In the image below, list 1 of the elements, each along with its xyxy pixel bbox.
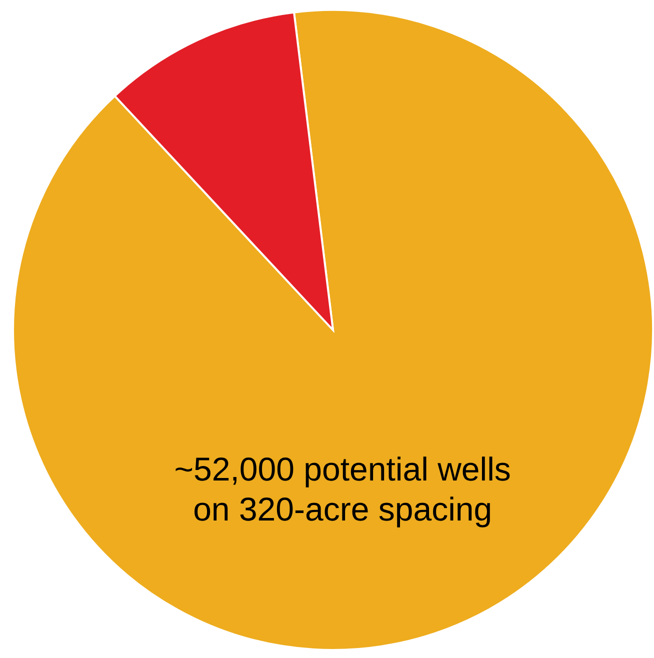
slice-label: ~52,000 potential wells on 320-acre spacing xyxy=(174,450,511,528)
